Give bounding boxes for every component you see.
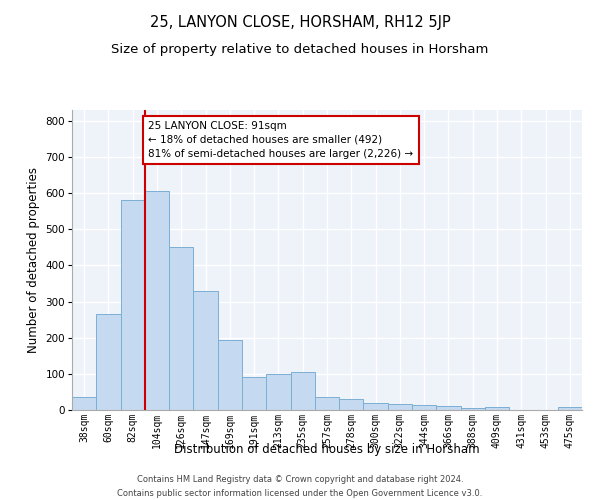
Bar: [412, 406, 436, 410]
Bar: [461, 408, 485, 410]
Bar: [339, 399, 364, 410]
Text: Distribution of detached houses by size in Horsham: Distribution of detached houses by size …: [174, 442, 480, 456]
Bar: [193, 290, 218, 410]
Text: 25, LANYON CLOSE, HORSHAM, RH12 5JP: 25, LANYON CLOSE, HORSHAM, RH12 5JP: [149, 15, 451, 30]
Bar: [96, 314, 121, 410]
Text: Size of property relative to detached houses in Horsham: Size of property relative to detached ho…: [112, 42, 488, 56]
Bar: [388, 404, 412, 410]
Bar: [558, 407, 582, 410]
Bar: [266, 374, 290, 410]
Bar: [290, 372, 315, 410]
Bar: [145, 192, 169, 410]
Bar: [364, 404, 388, 410]
Bar: [485, 407, 509, 410]
Text: 25 LANYON CLOSE: 91sqm
← 18% of detached houses are smaller (492)
81% of semi-de: 25 LANYON CLOSE: 91sqm ← 18% of detached…: [149, 121, 413, 159]
Bar: [169, 248, 193, 410]
Bar: [436, 406, 461, 410]
Y-axis label: Number of detached properties: Number of detached properties: [27, 167, 40, 353]
Bar: [218, 340, 242, 410]
Text: Contains HM Land Registry data © Crown copyright and database right 2024.
Contai: Contains HM Land Registry data © Crown c…: [118, 476, 482, 498]
Bar: [315, 398, 339, 410]
Bar: [121, 200, 145, 410]
Bar: [242, 378, 266, 410]
Bar: [72, 398, 96, 410]
